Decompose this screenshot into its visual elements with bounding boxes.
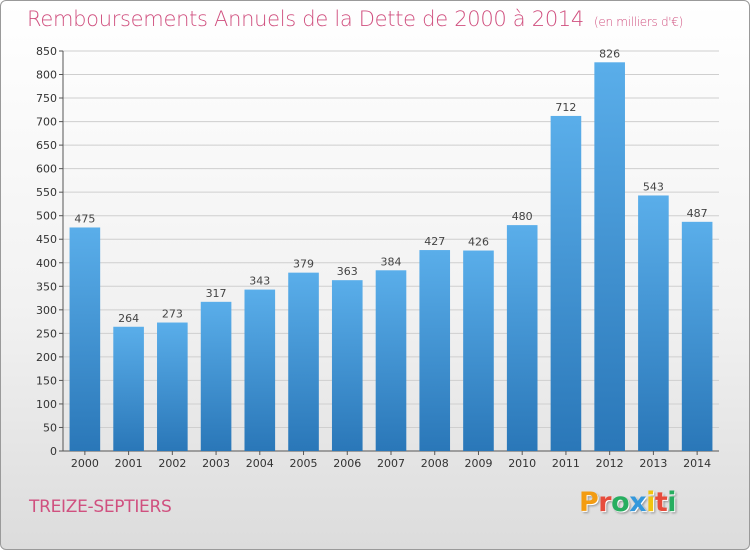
y-tick-label: 50 — [43, 421, 57, 434]
data-label: 379 — [293, 258, 314, 271]
bar — [463, 250, 494, 451]
y-tick-label: 250 — [36, 327, 57, 340]
y-tick-label: 800 — [36, 69, 57, 82]
x-tick-label: 2000 — [71, 457, 99, 470]
logo-letter: o — [611, 487, 630, 518]
y-tick-label: 400 — [36, 257, 57, 270]
bar — [506, 225, 538, 451]
data-label: 264 — [118, 312, 139, 325]
bar — [200, 301, 232, 451]
proxiti-logo: Proxiti — [579, 487, 677, 518]
y-tick-label: 150 — [36, 374, 57, 387]
bar — [157, 322, 188, 451]
y-tick-label: 500 — [36, 210, 57, 223]
data-label: 475 — [74, 212, 95, 225]
x-tick-label: 2009 — [464, 457, 492, 470]
data-label: 363 — [337, 265, 358, 278]
data-label: 427 — [424, 235, 445, 248]
y-tick-label: 550 — [36, 186, 57, 199]
bar — [681, 221, 713, 451]
bar — [594, 62, 625, 451]
logo-letter: i — [646, 487, 655, 518]
y-tick-label: 750 — [36, 92, 57, 105]
logo-letter: x — [629, 487, 647, 518]
x-tick-label: 2007 — [377, 457, 405, 470]
data-label: 343 — [249, 275, 270, 288]
logo-letter: P — [579, 487, 599, 518]
bar — [331, 280, 363, 451]
data-label: 487 — [687, 207, 708, 220]
bar — [638, 195, 669, 451]
data-label: 273 — [162, 308, 183, 321]
y-tick-label: 200 — [36, 351, 57, 364]
bar-chart: 0 50 100 150 200 250 300 350 400 450 500 550 600 650 7… — [36, 45, 719, 470]
chart-title: Remboursements Annuels de la Dette de 20… — [27, 7, 683, 31]
commune-name: TREIZE-SEPTIERS — [29, 497, 172, 517]
y-tick-label: 100 — [36, 398, 57, 411]
chart-title-text: Remboursements Annuels de la Dette de 20… — [27, 7, 584, 31]
y-tick-label: 650 — [36, 139, 57, 152]
data-label: 480 — [512, 210, 533, 223]
bar — [288, 272, 319, 451]
y-tick-label: 850 — [36, 45, 57, 58]
logo-letter: t — [654, 487, 668, 518]
y-tick-label: 450 — [36, 233, 57, 246]
data-label: 826 — [599, 47, 620, 60]
bar — [113, 326, 144, 451]
x-tick-label: 2008 — [421, 457, 449, 470]
logo-letter: i — [667, 487, 677, 518]
bar — [69, 227, 101, 451]
data-label: 426 — [468, 236, 489, 249]
y-tick-label: 0 — [50, 445, 57, 458]
x-tick-label: 2006 — [333, 457, 361, 470]
data-label: 712 — [555, 101, 576, 114]
chart-unit: (en milliers d'€) — [594, 15, 684, 29]
data-label: 543 — [643, 180, 664, 193]
logo-letter: r — [598, 487, 612, 518]
x-tick-label: 2004 — [246, 457, 274, 470]
data-label: 317 — [206, 287, 227, 300]
y-tick-label: 300 — [36, 304, 57, 317]
bar — [244, 289, 276, 451]
x-tick-label: 2001 — [115, 457, 143, 470]
x-tick-label: 2003 — [202, 457, 230, 470]
y-tick-label: 350 — [36, 280, 57, 293]
bar — [375, 270, 407, 451]
x-tick-label: 2013 — [639, 457, 667, 470]
x-tick-label: 2002 — [158, 457, 186, 470]
x-tick-label: 2011 — [552, 457, 580, 470]
y-tick-label: 600 — [36, 163, 57, 176]
x-tick-label: 2005 — [290, 457, 318, 470]
data-label: 384 — [381, 255, 402, 268]
x-tick-label: 2014 — [683, 457, 711, 470]
y-tick-label: 700 — [36, 116, 57, 129]
bar — [419, 250, 451, 451]
x-tick-label: 2012 — [596, 457, 624, 470]
x-tick-label: 2010 — [508, 457, 536, 470]
bar — [550, 115, 582, 452]
